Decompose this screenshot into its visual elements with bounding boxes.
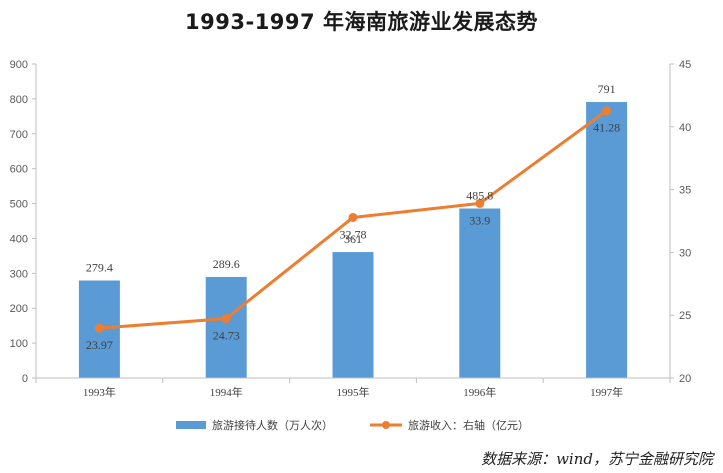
line-data-label: 32.78 xyxy=(340,227,367,241)
right-tick-label: 45 xyxy=(679,59,691,71)
x-tick-label: 1996年 xyxy=(463,385,496,399)
legend-bar-label: 旅游接待人数（万人次） xyxy=(212,418,333,432)
right-tick-label: 35 xyxy=(679,185,691,197)
left-tick-label: 500 xyxy=(10,199,28,211)
left-tick-label: 600 xyxy=(10,164,28,176)
line-point xyxy=(348,212,358,222)
legend-line-label: 旅游收入：右轴（亿元） xyxy=(408,418,529,432)
line-data-label: 23.97 xyxy=(86,338,113,352)
line-point xyxy=(221,314,231,324)
source-note: 数据来源：wind，苏宁金融研究院 xyxy=(481,450,713,468)
x-tick-label: 1994年 xyxy=(210,385,243,399)
left-tick-label: 400 xyxy=(10,233,28,245)
right-tick-label: 20 xyxy=(679,373,691,385)
bar-series xyxy=(78,102,628,378)
bar-data-label: 361 xyxy=(344,232,362,246)
line-data-label: 33.9 xyxy=(469,213,490,227)
x-tick-label: 1993年 xyxy=(83,385,116,399)
left-tick-label: 0 xyxy=(22,373,28,385)
line-point xyxy=(475,198,485,208)
x-tick-label: 1995年 xyxy=(337,385,370,399)
left-tick-label: 800 xyxy=(10,94,28,106)
bar-data-label: 791 xyxy=(598,82,616,96)
bar xyxy=(332,252,374,378)
right-tick-label: 30 xyxy=(679,247,691,259)
line-data-label: 24.73 xyxy=(213,329,240,343)
right-tick-label: 40 xyxy=(679,122,691,134)
line-point xyxy=(602,106,612,116)
line-series xyxy=(94,106,612,333)
left-tick-label: 300 xyxy=(10,268,28,280)
legend-line-marker xyxy=(382,421,390,429)
line-point xyxy=(94,323,104,333)
left-tick-label: 200 xyxy=(10,303,28,315)
legend: 旅游接待人数（万人次） 旅游收入：右轴（亿元） xyxy=(176,418,529,432)
bar-data-label: 279.4 xyxy=(86,261,113,275)
data-labels: 279.4 289.6 361 485.8 791 23.97 24.73 32.78 33.9… xyxy=(86,82,620,352)
bar xyxy=(459,208,501,378)
left-tick-label: 100 xyxy=(10,338,28,350)
line-data-label: 41.28 xyxy=(593,121,620,135)
bar xyxy=(205,276,247,378)
right-tick-label: 25 xyxy=(679,310,691,322)
left-tick-label: 900 xyxy=(10,59,28,71)
axes: 0 100 200 300 400 500 600 700 800 900 20 25 30 35 40 45… xyxy=(10,59,692,399)
x-tick-label: 1997年 xyxy=(590,385,623,399)
bar xyxy=(586,102,628,378)
left-tick-label: 700 xyxy=(10,129,28,141)
legend-bar-swatch xyxy=(176,421,206,429)
chart-title: 1993-1997 年海南旅游业发展态势 xyxy=(185,10,538,34)
bar-data-label: 485.8 xyxy=(466,189,493,203)
bar-data-label: 289.6 xyxy=(213,257,240,271)
